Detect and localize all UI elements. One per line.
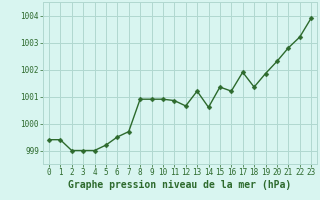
X-axis label: Graphe pression niveau de la mer (hPa): Graphe pression niveau de la mer (hPa) <box>68 180 292 190</box>
